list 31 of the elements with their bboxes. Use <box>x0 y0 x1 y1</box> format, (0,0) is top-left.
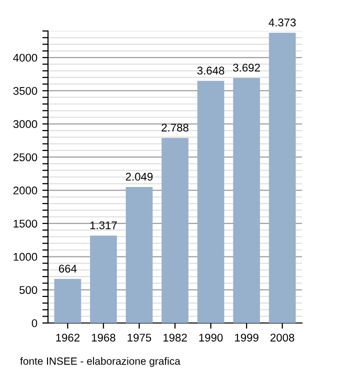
bar <box>54 278 82 323</box>
data-label: 4.373 <box>268 18 296 26</box>
y-tick-label: 1000 <box>14 252 38 261</box>
bar <box>233 78 260 323</box>
data-label: 1.317 <box>90 221 117 230</box>
bar <box>162 138 188 323</box>
data-label: 2.788 <box>162 124 188 132</box>
y-tick-label: 4000 <box>13 54 38 62</box>
x-tick-label: 1990 <box>199 334 223 342</box>
y-tick-label: 2500 <box>13 153 38 162</box>
y-tick-label: 2000 <box>13 186 38 194</box>
data-label: 2.049 <box>126 172 153 181</box>
bar <box>90 236 117 323</box>
x-tick-label: 1968 <box>92 334 116 342</box>
data-label: 3.648 <box>197 66 224 75</box>
bar <box>126 187 153 323</box>
source-note: fonte INSEE - elaborazione grafica <box>20 357 180 367</box>
y-tick-label: 0 <box>32 319 38 328</box>
bar <box>197 80 224 323</box>
y-tick-label: 500 <box>19 286 38 294</box>
y-tick-label: 1500 <box>14 220 38 228</box>
x-tick-label: 1962 <box>56 334 80 342</box>
data-label: 664 <box>58 264 77 273</box>
y-tick-label: 3000 <box>13 120 38 128</box>
x-tick-label: 1975 <box>128 334 152 342</box>
y-tick-label: 3500 <box>13 86 38 95</box>
data-label: 3.692 <box>233 64 260 72</box>
x-tick-label: 1999 <box>235 334 258 342</box>
bar <box>268 32 296 323</box>
x-tick-label: 2008 <box>270 334 294 342</box>
x-tick-label: 1982 <box>163 334 187 342</box>
